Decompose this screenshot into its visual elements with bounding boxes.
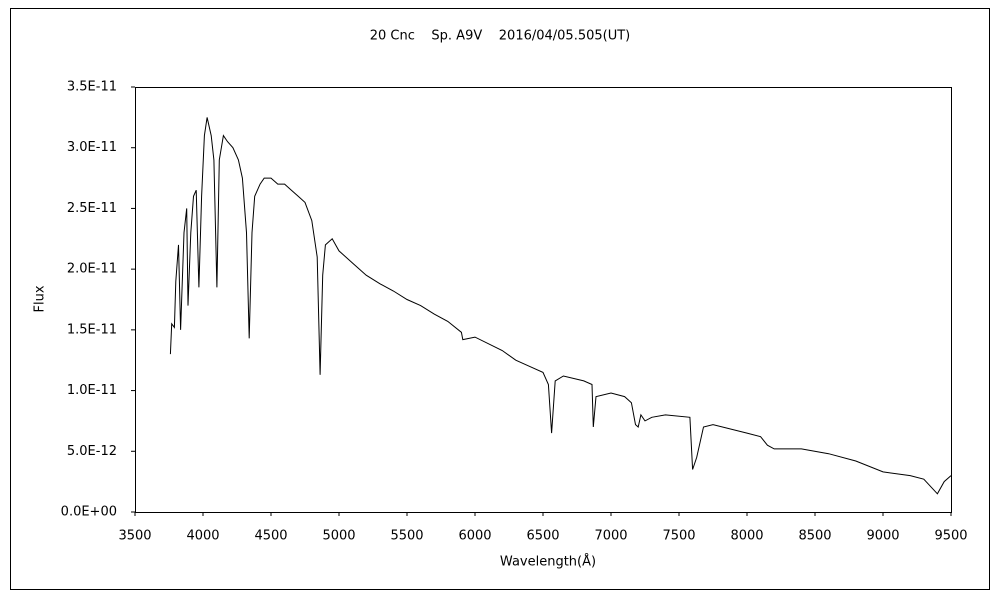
x-tick-label: 4500 xyxy=(254,529,287,544)
y-tick-label: 2.0E-11 xyxy=(67,262,117,277)
x-tick-label: 9500 xyxy=(934,529,967,544)
y-tick-label: 2.5E-11 xyxy=(67,201,117,216)
y-tick-label: 1.0E-11 xyxy=(67,383,117,398)
y-tick-label: 5.0E-12 xyxy=(67,444,117,459)
plot-frame xyxy=(135,87,952,513)
x-tick-label: 7000 xyxy=(594,529,627,544)
y-tick-label: 3.5E-11 xyxy=(67,80,117,95)
x-tick-label: 6000 xyxy=(458,529,491,544)
x-tick-label: 7500 xyxy=(662,529,695,544)
x-tick-label: 8000 xyxy=(730,529,763,544)
y-tick-label: 1.5E-11 xyxy=(67,322,117,337)
x-tick-label: 9000 xyxy=(866,529,899,544)
x-tick-label: 8500 xyxy=(798,529,831,544)
outer-frame xyxy=(10,8,990,590)
x-tick-label: 6500 xyxy=(526,529,559,544)
y-tick-label: 0.0E+00 xyxy=(61,505,117,520)
chart-title: 20 Cnc Sp. A9V 2016/04/05.505(UT) xyxy=(370,29,631,44)
spectrum-line xyxy=(169,117,952,495)
x-tick-label: 5500 xyxy=(390,529,423,544)
x-axis-label: Wavelength(Å) xyxy=(500,554,596,570)
x-tick-label: 5000 xyxy=(322,529,355,544)
y-tick-label: 3.0E-11 xyxy=(67,140,117,155)
x-tick-label: 4000 xyxy=(186,529,219,544)
y-axis-label: Flux xyxy=(33,285,48,312)
x-tick-label: 3500 xyxy=(118,529,151,544)
